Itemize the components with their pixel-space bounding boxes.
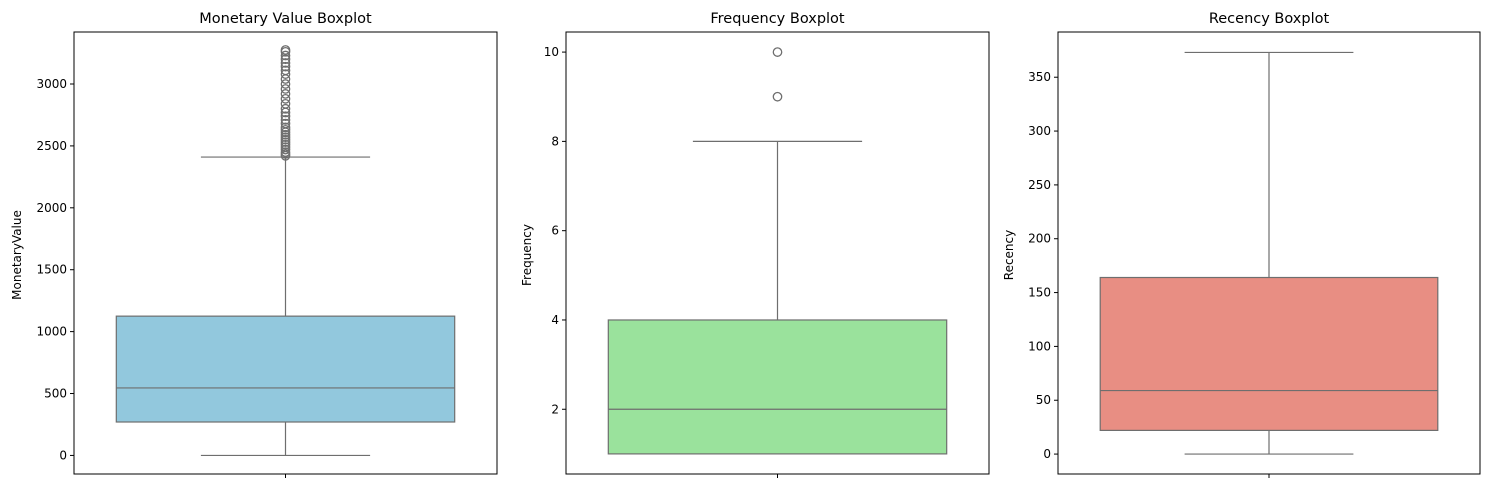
monetary-value-outlier-point	[280, 115, 291, 125]
monetary-value-outlier-point	[280, 132, 291, 143]
monetary-value-y-tick-label: 2500	[36, 139, 67, 153]
monetary-value-outlier-point	[280, 122, 291, 133]
monetary-value-outlier-point	[280, 103, 291, 114]
frequency-y-tick-label: 4	[551, 313, 559, 327]
monetary-value-outlier-point	[280, 45, 291, 55]
recency-y-tick-label: 250	[1028, 178, 1051, 192]
recency-y-tick-label: 200	[1028, 232, 1051, 246]
monetary-value-outlier-point	[280, 111, 291, 122]
monetary-value-y-tick-label: 0	[59, 448, 67, 462]
monetary-value-y-axis-label: MonetaryValue	[10, 210, 24, 300]
recency-y-tick-label: 50	[1036, 393, 1051, 407]
frequency-y-axis-label: Frequency	[520, 224, 534, 286]
monetary-value-outlier-point	[280, 61, 291, 72]
recency-y-tick-label: 100	[1028, 339, 1051, 353]
monetary-value-outlier-point	[280, 94, 291, 104]
monetary-value-y-tick-label: 3000	[36, 77, 67, 91]
recency-title: Recency Boxplot	[1209, 11, 1330, 27]
monetary-value-box	[115, 315, 456, 423]
monetary-value-outlier-point	[280, 69, 291, 79]
monetary-value-y-tick-label: 1000	[36, 325, 67, 339]
monetary-value-outlier-point	[280, 144, 291, 155]
monetary-value-outlier-point	[280, 79, 291, 89]
monetary-value-outlier-point	[280, 58, 291, 68]
monetary-value-outlier-point	[280, 137, 291, 148]
frequency-title: Frequency Boxplot	[710, 11, 845, 27]
frequency-y-tick-label: 6	[551, 224, 559, 238]
monetary-value-outlier-point	[280, 98, 291, 109]
monetary-value-outlier-point	[280, 139, 291, 150]
frequency-y-tick-label: 10	[544, 45, 559, 59]
frequency-y-tick-label: 2	[551, 402, 559, 416]
frequency-box	[607, 319, 948, 455]
recency-y-tick-label: 300	[1028, 124, 1051, 138]
monetary-value-outlier-point	[280, 147, 291, 157]
monetary-value-outlier-point	[280, 124, 291, 135]
monetary-value-y-tick-label: 1500	[36, 263, 67, 277]
frequency-outlier-point	[772, 47, 783, 57]
monetary-value-outlier-point	[280, 89, 291, 99]
monetary-value-outlier-point	[280, 134, 291, 145]
monetary-value-title: Monetary Value Boxplot	[199, 11, 372, 27]
monetary-value-outlier-point	[280, 118, 291, 129]
frequency-panel: Frequency Boxplot Frequency 2 4 6 8 10	[520, 11, 990, 478]
monetary-value-outlier-point	[280, 129, 291, 140]
recency-y-tick-label: 0	[1043, 447, 1051, 461]
frequency-y-tick-label: 8	[551, 134, 559, 148]
recency-box	[1099, 276, 1439, 431]
monetary-value-panel: Monetary Value Boxplot MonetaryValue 0 50…	[10, 11, 498, 478]
monetary-value-y-tick-label: 2000	[36, 201, 67, 215]
monetary-value-outlier-point	[280, 142, 291, 152]
monetary-value-y-tick-label: 500	[44, 387, 67, 401]
monetary-value-outlier-point	[280, 54, 291, 65]
recency-y-tick-label: 350	[1028, 70, 1051, 84]
monetary-value-outlier-point	[280, 65, 291, 76]
monetary-value-outlier-point	[280, 84, 291, 94]
monetary-value-outlier-point	[280, 50, 291, 61]
recency-y-tick-label: 150	[1028, 286, 1051, 300]
recency-panel: Recency Boxplot Recency 0 50 100 150 200 250 3…	[1002, 11, 1481, 478]
recency-y-axis-label: Recency	[1002, 230, 1016, 280]
frequency-outlier-point	[772, 91, 783, 102]
